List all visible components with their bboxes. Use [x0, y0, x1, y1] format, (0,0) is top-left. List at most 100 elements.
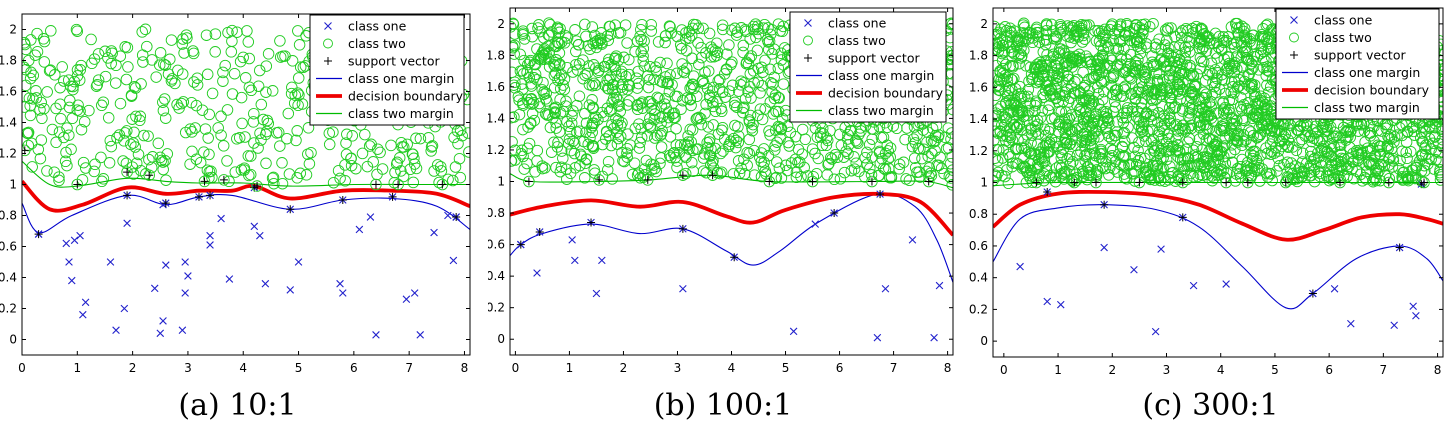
- chart-c: 0 1 2 3 4 5 6 7 800.20.40.60.811.21.41.61.82 clas…: [969, 7, 1444, 377]
- x-tick-label: 1: [1054, 363, 1062, 377]
- class-two-point: [196, 104, 209, 116]
- class-two-point: [993, 127, 1004, 139]
- class-two-point: [1013, 57, 1025, 70]
- class-one-points-a: [34, 200, 460, 339]
- class-two-point: [1181, 95, 1193, 108]
- class-two-point: [41, 165, 53, 177]
- class-two-point: [1000, 58, 1012, 71]
- class-two-point: [709, 45, 721, 57]
- class-two-point: [545, 146, 558, 158]
- class-two-point: [1265, 145, 1278, 158]
- class-two-point: [531, 43, 543, 55]
- support-vector-mark: [338, 196, 347, 204]
- class-two-point: [1088, 127, 1100, 140]
- class-two-point: [654, 112, 666, 124]
- class-two-point: [105, 45, 118, 57]
- class-two-point: [1029, 126, 1042, 138]
- class-two-point: [829, 148, 842, 161]
- class-two-point: [1231, 134, 1244, 147]
- class-two-point: [1169, 145, 1182, 157]
- class-two-point: [707, 96, 719, 109]
- class-two-point: [1253, 130, 1266, 142]
- class-two-point: [206, 87, 219, 100]
- class-two-point: [162, 68, 175, 80]
- class-one-point: [106, 258, 115, 266]
- class-one-point: [592, 289, 601, 298]
- class-two-point: [831, 151, 844, 163]
- class-two-point: [682, 130, 694, 142]
- class-two-point: [685, 99, 697, 112]
- class-two-point: [1057, 45, 1070, 57]
- class-two-point: [1341, 125, 1354, 138]
- class-two-point: [1423, 152, 1435, 165]
- class-two-point: [22, 37, 31, 49]
- class-two-point: [1404, 145, 1417, 158]
- support-vector-mark: [34, 230, 43, 239]
- class-two-point: [111, 131, 123, 144]
- class-two-point: [332, 164, 345, 177]
- class-two-point: [577, 135, 590, 148]
- class-two-point: [790, 171, 803, 184]
- class-two-point: [1168, 102, 1180, 114]
- class-two-point: [693, 111, 705, 124]
- class-two-point: [1125, 88, 1138, 100]
- class-two-point: [568, 137, 581, 150]
- class-two-point: [1170, 118, 1183, 131]
- class-two-point: [1098, 85, 1110, 98]
- class-one-point: [1412, 311, 1420, 320]
- class-two-point: [132, 148, 145, 161]
- class-two-point: [589, 36, 602, 48]
- class-two-point: [1179, 46, 1192, 58]
- class-two-point: [302, 122, 315, 134]
- class-two-point: [1115, 50, 1127, 62]
- class-one-point: [571, 256, 579, 265]
- class-one-point: [789, 327, 798, 336]
- class-one-point: [1043, 297, 1052, 306]
- class-two-point: [293, 39, 306, 51]
- class-two-point: [652, 36, 665, 48]
- class-two-point: [659, 92, 671, 105]
- class-two-point: [77, 156, 90, 169]
- class-two-point: [993, 155, 1004, 167]
- class-two-point: [510, 136, 518, 148]
- class-two-point: [454, 171, 467, 184]
- class-two-point: [1285, 157, 1297, 169]
- class-two-point: [738, 101, 750, 114]
- class-two-point: [274, 35, 286, 47]
- class-two-point: [104, 134, 117, 147]
- class-two-point: [1354, 168, 1367, 181]
- support-vector-mark: [595, 175, 604, 184]
- x-tick-label: 3: [674, 361, 682, 375]
- class-two-point: [583, 60, 595, 72]
- class-two-point: [1057, 122, 1069, 134]
- class-two-point: [27, 93, 39, 105]
- class-one-point: [286, 286, 295, 294]
- class-two-point: [1072, 25, 1084, 38]
- class-two-point: [993, 43, 1002, 55]
- class-two-support-point: [1133, 176, 1146, 189]
- class-two-point: [838, 151, 850, 163]
- x-tick-label: 7: [890, 361, 898, 375]
- y-tick-label: 0: [9, 333, 17, 347]
- class-two-point: [558, 83, 571, 96]
- class-two-point: [260, 86, 272, 98]
- class-two-point: [1063, 164, 1076, 177]
- class-two-point: [1104, 52, 1116, 65]
- class-two-point: [732, 85, 745, 97]
- class-two-point: [401, 138, 413, 151]
- class-two-point: [522, 58, 534, 71]
- class-two-point: [561, 115, 573, 128]
- class-two-point: [390, 158, 403, 170]
- y-tick-label: 1.4: [969, 112, 988, 126]
- class-two-point: [274, 140, 286, 152]
- legend-label: class two margin: [348, 106, 454, 121]
- class-two-point: [1223, 57, 1235, 70]
- class-two-point: [1135, 64, 1148, 76]
- class-two-point: [662, 106, 675, 118]
- class-two-point: [74, 105, 86, 117]
- class-two-point: [1104, 142, 1117, 154]
- class-two-point: [586, 79, 599, 92]
- class-two-point: [656, 76, 669, 88]
- class-two-point: [537, 76, 549, 89]
